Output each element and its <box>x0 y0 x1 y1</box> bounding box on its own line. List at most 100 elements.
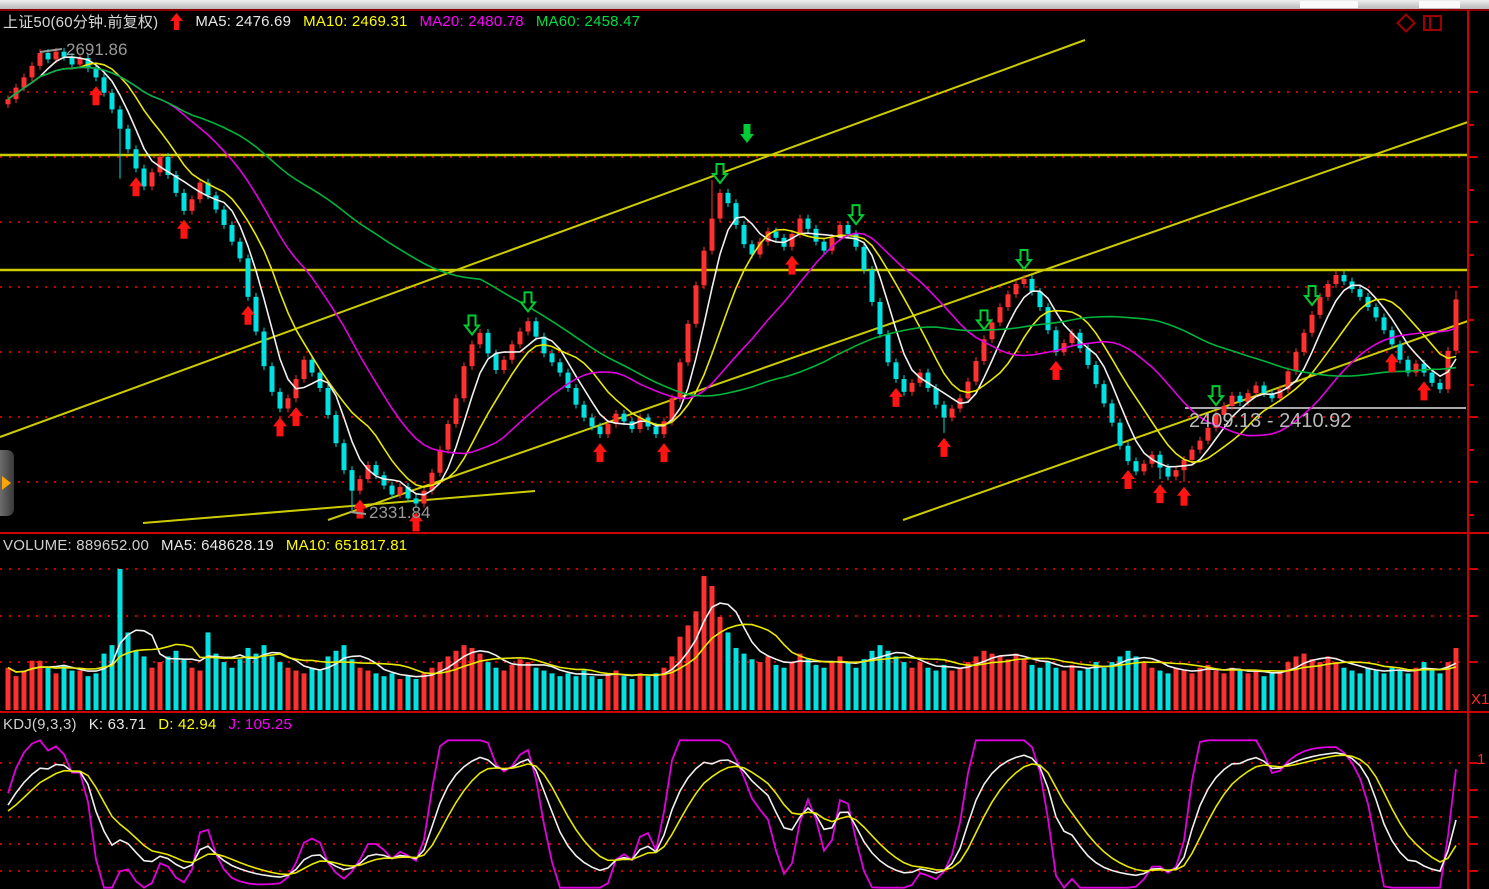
ma5-value: MA5: 2476.69 <box>195 13 292 30</box>
buy-signal-arrow <box>593 443 607 463</box>
candle-body <box>1309 314 1315 333</box>
volume-bar <box>757 662 763 710</box>
volume-bar <box>237 659 243 710</box>
trend-line <box>327 121 1469 521</box>
candle-body <box>1045 307 1051 331</box>
volume-bar <box>1037 667 1043 710</box>
candle-body <box>557 362 563 373</box>
candle-body <box>797 218 803 234</box>
volume-bar <box>245 647 251 710</box>
volume-bar <box>877 645 883 710</box>
volume-bar <box>893 656 899 710</box>
volume-bar <box>69 670 75 710</box>
candle-body <box>989 322 995 340</box>
candle-body <box>205 182 211 196</box>
volume-bar <box>565 673 571 710</box>
volume-bar <box>141 656 147 710</box>
candle-body <box>997 307 1003 323</box>
volume-bar <box>309 667 315 710</box>
volume-bar <box>581 670 587 710</box>
candle-body <box>517 331 523 345</box>
candle-body <box>613 413 619 424</box>
axis-layer <box>0 10 1489 889</box>
candle-body <box>285 398 291 409</box>
volume-bar <box>221 662 227 710</box>
sell-signal-arrow <box>1206 385 1226 407</box>
volume-value: VOLUME: 889652.00 <box>3 537 149 554</box>
buy-signal-arrow <box>241 305 255 325</box>
volume-bar <box>1357 673 1363 710</box>
candle-body <box>1293 352 1299 372</box>
kdj-j-value: J: 105.25 <box>228 716 293 733</box>
split-window-icon[interactable] <box>1423 15 1442 31</box>
candle-body <box>637 417 643 430</box>
candle-body <box>845 224 851 234</box>
volume-bar <box>381 676 387 710</box>
candle-body <box>893 362 899 380</box>
candle-body <box>1069 332 1075 344</box>
x1-scale-label: X1 <box>1471 691 1489 708</box>
expand-panel-tab[interactable] <box>0 450 14 516</box>
volume-bar <box>1397 670 1403 710</box>
volume-bar <box>1341 667 1347 710</box>
candle-body <box>1445 350 1451 390</box>
volume-bar <box>413 678 419 710</box>
volume-bar <box>701 576 707 710</box>
candle-body <box>261 331 267 367</box>
volume-bar <box>93 673 99 710</box>
volume-bar <box>189 667 195 710</box>
candle-body <box>101 77 107 93</box>
volume-bar <box>1381 673 1387 710</box>
volume-bar <box>989 653 995 710</box>
sell-signal-arrow <box>1302 285 1322 307</box>
volume-bar <box>21 670 27 710</box>
candle-body <box>1029 278 1035 292</box>
volume-bar <box>405 676 411 710</box>
volume-bar <box>85 676 91 710</box>
volume-bar <box>965 662 971 710</box>
up-arrow-icon <box>170 13 184 30</box>
axis-partial-digit: 1 <box>1477 751 1486 768</box>
volume-bar <box>821 667 827 710</box>
candle-body <box>149 172 155 187</box>
volume-bar <box>1213 670 1219 710</box>
candle-body <box>1253 385 1259 394</box>
volume-bar <box>1293 656 1299 710</box>
volume-bar <box>1069 664 1075 710</box>
candle-body <box>413 498 419 504</box>
candle-body <box>1397 344 1403 360</box>
volume-bar <box>645 676 651 710</box>
volume-bar <box>1013 653 1019 710</box>
volume-bar <box>13 676 19 710</box>
volume-bar <box>1421 662 1427 710</box>
sell-signal-arrow <box>518 291 538 314</box>
volume-bar <box>149 667 155 710</box>
price-ma60-line <box>7 66 1457 397</box>
candle-body <box>157 156 163 173</box>
swing-low-pointer <box>349 511 367 515</box>
volume-bar <box>1197 667 1203 710</box>
volume-bar <box>77 670 83 710</box>
volume-bar <box>773 664 779 710</box>
volume-bar <box>5 667 11 710</box>
volume-bar <box>1365 667 1371 710</box>
volume-bar <box>541 670 547 710</box>
volume-bar <box>1437 673 1443 710</box>
candle-body <box>973 361 979 382</box>
split-window-icon-divider <box>1429 17 1431 29</box>
candle-body <box>197 182 203 200</box>
candle-body <box>1053 330 1059 353</box>
candle-body <box>325 388 331 415</box>
buy-signal-arrow <box>1121 470 1135 489</box>
volume-bar <box>1285 662 1291 710</box>
volume-bar <box>229 667 235 710</box>
candle-body <box>709 218 715 251</box>
volume-bar <box>333 650 339 710</box>
volume-bar <box>1429 670 1435 710</box>
volume-bar <box>981 650 987 710</box>
candle-body <box>1173 470 1179 477</box>
candle-body <box>437 449 443 473</box>
volume-bar <box>109 645 115 710</box>
